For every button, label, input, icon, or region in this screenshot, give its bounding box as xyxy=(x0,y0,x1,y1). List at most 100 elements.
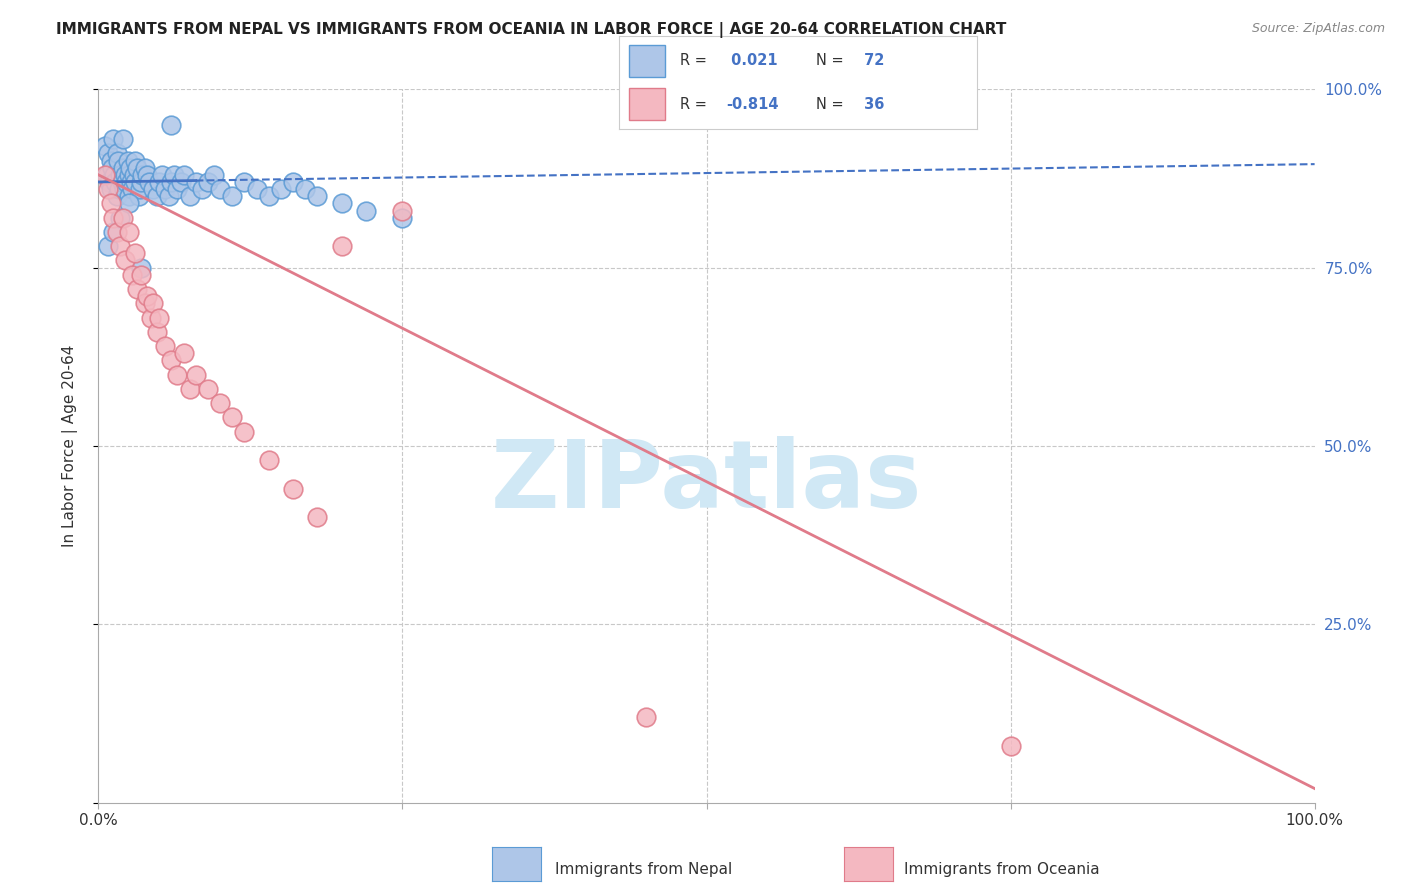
Point xyxy=(134,296,156,310)
Point xyxy=(191,182,214,196)
Point xyxy=(184,175,207,189)
Point xyxy=(129,268,152,282)
Text: IMMIGRANTS FROM NEPAL VS IMMIGRANTS FROM OCEANIA IN LABOR FORCE | AGE 20-64 CORR: IMMIGRANTS FROM NEPAL VS IMMIGRANTS FROM… xyxy=(56,22,1007,38)
Point xyxy=(118,189,141,203)
Point xyxy=(120,175,142,189)
Point xyxy=(160,353,183,368)
Text: -0.814: -0.814 xyxy=(727,96,779,112)
Point xyxy=(139,310,162,325)
Point xyxy=(270,182,292,196)
Text: R =: R = xyxy=(679,96,711,112)
Point xyxy=(136,168,159,182)
Point xyxy=(1000,739,1022,753)
Point xyxy=(233,425,256,439)
Point xyxy=(138,175,160,189)
Point xyxy=(93,168,115,182)
Point xyxy=(134,161,156,175)
Point xyxy=(101,211,124,225)
Point xyxy=(294,182,316,196)
Point xyxy=(118,196,141,211)
Point xyxy=(160,175,183,189)
Point xyxy=(96,168,118,182)
Point xyxy=(117,153,139,168)
Text: ZIPatlas: ZIPatlas xyxy=(491,435,922,528)
Point xyxy=(197,382,219,396)
Point xyxy=(146,325,169,339)
Point xyxy=(100,182,122,196)
Point xyxy=(179,189,201,203)
Point xyxy=(97,239,120,253)
Point xyxy=(112,182,135,196)
Point xyxy=(118,168,141,182)
Point xyxy=(118,161,141,175)
Point xyxy=(391,211,413,225)
Point xyxy=(121,182,143,196)
Point xyxy=(93,139,115,153)
Point xyxy=(97,146,120,161)
Point xyxy=(118,225,141,239)
Point xyxy=(128,189,150,203)
Point xyxy=(104,175,127,189)
Point xyxy=(330,196,353,211)
Point xyxy=(163,168,186,182)
Point xyxy=(129,175,152,189)
Point xyxy=(111,132,134,146)
Text: Immigrants from Nepal: Immigrants from Nepal xyxy=(555,863,733,877)
Point xyxy=(103,168,125,182)
Point xyxy=(121,268,143,282)
Point xyxy=(142,296,165,310)
Point xyxy=(100,196,122,211)
Point xyxy=(281,175,304,189)
Y-axis label: In Labor Force | Age 20-64: In Labor Force | Age 20-64 xyxy=(62,345,77,547)
Point xyxy=(634,710,657,724)
Point xyxy=(170,175,193,189)
Point xyxy=(110,175,132,189)
Point xyxy=(330,239,353,253)
Point xyxy=(111,161,134,175)
Point xyxy=(128,182,150,196)
Point xyxy=(136,289,159,303)
Point xyxy=(107,153,129,168)
Text: Source: ZipAtlas.com: Source: ZipAtlas.com xyxy=(1251,22,1385,36)
Point xyxy=(157,189,180,203)
Text: 36: 36 xyxy=(859,96,884,112)
Point xyxy=(148,310,170,325)
Point xyxy=(166,368,188,382)
Point xyxy=(179,382,201,396)
Point xyxy=(124,175,146,189)
Point xyxy=(97,182,120,196)
Point xyxy=(129,260,152,275)
Point xyxy=(124,246,146,260)
Point xyxy=(257,189,280,203)
Point xyxy=(142,182,165,196)
Text: R =: R = xyxy=(679,54,711,69)
Point xyxy=(257,453,280,467)
Point xyxy=(202,168,225,182)
Point xyxy=(122,168,145,182)
Bar xyxy=(630,45,665,77)
Point xyxy=(131,168,153,182)
Point xyxy=(111,211,134,225)
Point xyxy=(108,182,131,196)
Point xyxy=(98,175,121,189)
Point xyxy=(307,510,329,524)
Point xyxy=(100,153,122,168)
Point xyxy=(114,253,136,268)
Point xyxy=(354,203,377,218)
Point xyxy=(110,239,132,253)
Point xyxy=(233,175,256,189)
Point xyxy=(127,282,149,296)
Point xyxy=(221,410,243,425)
Point xyxy=(209,182,232,196)
Point xyxy=(105,225,128,239)
Point xyxy=(209,396,232,410)
Point xyxy=(173,168,195,182)
Text: N =: N = xyxy=(815,96,848,112)
Point xyxy=(221,189,243,203)
Point xyxy=(146,189,169,203)
Point xyxy=(173,346,195,360)
Point xyxy=(281,482,304,496)
Point xyxy=(155,339,177,353)
Point xyxy=(127,161,149,175)
Point xyxy=(197,175,219,189)
